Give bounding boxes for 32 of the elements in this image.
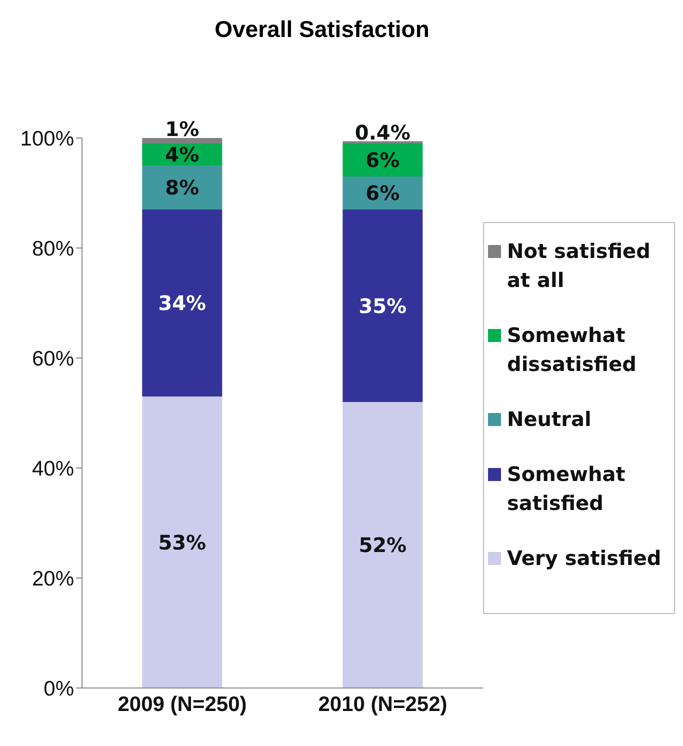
- y-tick-label: 20%: [32, 567, 74, 590]
- legend-label: Not satisfied at all: [507, 238, 652, 294]
- data-label: 1%: [165, 117, 200, 141]
- data-label: 6%: [366, 148, 400, 172]
- data-label: 35%: [358, 294, 407, 318]
- bar: [342, 144, 423, 176]
- data-label: 53%: [158, 530, 206, 554]
- y-tick-label: 0%: [44, 677, 74, 700]
- data-label: 52%: [358, 533, 407, 557]
- data-label: 6%: [366, 181, 400, 205]
- data-label: 34%: [158, 291, 206, 315]
- y-tick-label: 40%: [32, 457, 74, 480]
- legend-label: Very satisfied: [507, 545, 662, 572]
- legend-label: Somewhat satisfied: [507, 461, 626, 517]
- data-label: 4%: [165, 142, 200, 166]
- y-tick-label: 60%: [32, 347, 74, 370]
- chart-title: Overall Satisfaction: [214, 16, 430, 43]
- bar: [142, 138, 222, 144]
- bar: [142, 396, 222, 688]
- bar: [142, 166, 222, 210]
- legend-label: Neutral: [507, 406, 592, 433]
- bar: [142, 210, 222, 396]
- legend-label: Somewhat dissatisfied: [507, 322, 638, 378]
- y-tick-label: 100%: [20, 127, 74, 150]
- data-label: 0.4%: [354, 120, 410, 144]
- bar: [342, 176, 423, 210]
- data-label: 8%: [165, 176, 200, 200]
- bar: [342, 210, 423, 402]
- x-tick-label: 2010 (N=252): [318, 692, 448, 716]
- y-tick-label: 80%: [32, 237, 74, 260]
- x-tick-label: 2009 (N=250): [118, 692, 247, 716]
- bar: [342, 402, 423, 688]
